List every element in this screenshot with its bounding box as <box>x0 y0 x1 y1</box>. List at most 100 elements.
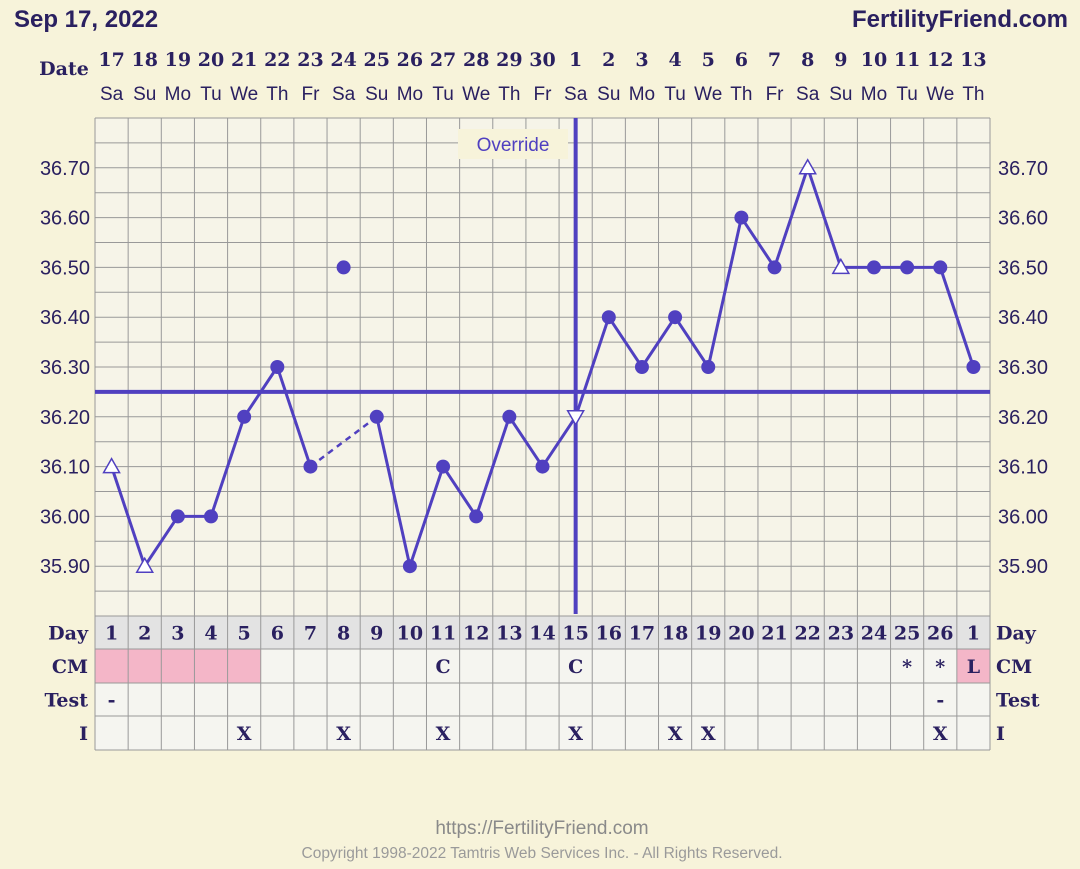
weekday-label: Fr <box>766 84 785 105</box>
cycle-day-cell: 17 <box>629 623 655 645</box>
weekday-label: Th <box>962 84 984 105</box>
intercourse-cell: X <box>568 723 583 745</box>
row-label-i-right: I <box>996 723 1005 745</box>
date-tick-label: 21 <box>231 49 257 71</box>
date-tick-label: 22 <box>264 49 290 71</box>
cycle-day-cell: 15 <box>562 623 588 645</box>
y-tick-label-right: 36.10 <box>998 457 1048 479</box>
date-tick-label: 26 <box>397 49 423 71</box>
cm-cell: C <box>435 656 450 678</box>
brand-name: FertilityFriend.com <box>852 6 1068 33</box>
cycle-day-cell: 6 <box>271 623 284 645</box>
temp-point-open-triangle <box>798 158 817 175</box>
date-tick-label: 25 <box>364 49 390 71</box>
footer-copyright: Copyright 1998-2022 Tamtris Web Services… <box>302 845 783 862</box>
cycle-day-cell: 8 <box>337 623 350 645</box>
cycle-day-cell: 2 <box>138 623 151 645</box>
cm-pink-cell <box>161 649 195 683</box>
intercourse-cell: X <box>336 723 351 745</box>
cycle-day-cell: 16 <box>596 623 622 645</box>
date-tick-label: 1 <box>569 49 582 71</box>
test-cell: - <box>936 690 944 712</box>
weekday-label: We <box>694 84 722 105</box>
header-date: Sep 17, 2022 <box>14 6 158 33</box>
temp-point <box>701 360 716 374</box>
weekday-label: Th <box>498 84 520 105</box>
cm-pink-cell <box>95 649 129 683</box>
date-label: Date <box>39 58 89 80</box>
temp-point <box>402 559 417 574</box>
weekday-label: Su <box>133 84 156 105</box>
cm-cell: * <box>935 656 945 678</box>
temp-point-open-triangle-down <box>566 410 585 427</box>
date-tick-label: 17 <box>98 49 124 71</box>
date-tick-label: 24 <box>330 49 356 71</box>
cycle-day-cell: 10 <box>397 623 423 645</box>
weekday-label: Mo <box>861 84 887 105</box>
row-label-i-left: I <box>79 723 88 745</box>
cm-cell: C <box>568 656 583 678</box>
date-tick-label: 29 <box>496 49 522 71</box>
intercourse-cell: X <box>237 723 252 745</box>
temp-point <box>866 260 881 275</box>
weekday-label: Mo <box>397 84 423 105</box>
cm-pink-cell <box>194 649 228 683</box>
weekday-label: Su <box>829 84 852 105</box>
temp-point <box>601 310 616 325</box>
date-tick-label: 9 <box>834 49 847 71</box>
temp-line-segment <box>541 415 577 468</box>
y-tick-label-left: 36.40 <box>40 307 90 329</box>
temp-line-segment <box>806 167 843 268</box>
date-tick-label: 23 <box>297 49 323 71</box>
temp-point <box>270 360 285 374</box>
date-tick-label: 20 <box>198 49 224 71</box>
date-tick-label: 28 <box>463 49 489 71</box>
temp-line-segment <box>706 217 743 368</box>
cycle-day-cell: 26 <box>927 623 953 645</box>
temp-point <box>436 459 451 474</box>
y-tick-label-right: 36.20 <box>998 407 1048 429</box>
temp-point <box>204 509 219 524</box>
weekday-label: Mo <box>165 84 191 105</box>
cycle-day-cell: 22 <box>794 623 820 645</box>
temp-line-segment <box>607 316 644 368</box>
cycle-day-cell: 11 <box>430 623 456 645</box>
intercourse-cell: X <box>701 723 716 745</box>
temp-line-segment <box>143 515 180 568</box>
row-label-day-right: Day <box>996 623 1037 645</box>
override-label: Override <box>477 135 550 156</box>
temp-point <box>535 459 550 474</box>
temp-line-segment <box>408 466 445 567</box>
y-tick-label-left: 36.20 <box>40 407 90 429</box>
temp-point <box>767 260 782 275</box>
date-tick-label: 3 <box>635 49 648 71</box>
temp-line-segment <box>242 366 279 418</box>
weekday-label: Tu <box>200 84 221 105</box>
date-tick-label: 2 <box>602 49 615 71</box>
date-tick-label: 12 <box>927 49 953 71</box>
cycle-day-cell: 1 <box>967 623 980 645</box>
temp-line-segment <box>574 316 611 418</box>
intercourse-cell: X <box>933 723 948 745</box>
weekday-label: We <box>230 84 258 105</box>
y-tick-label-right: 36.60 <box>998 208 1048 230</box>
temp-line-segment <box>673 316 710 368</box>
cycle-day-cell: 1 <box>105 623 118 645</box>
date-tick-label: 19 <box>165 49 191 71</box>
cycle-day-cell: 14 <box>529 623 555 645</box>
temp-point <box>469 509 484 524</box>
y-tick-label-right: 36.40 <box>998 307 1048 329</box>
cm-cell: * <box>902 656 912 678</box>
temp-point-open-triangle <box>831 257 851 275</box>
cycle-day-cell: 4 <box>204 623 217 645</box>
day-row-bg <box>95 616 990 649</box>
temp-point <box>900 260 915 275</box>
weekday-label: Tu <box>896 84 917 105</box>
weekday-label: We <box>926 84 954 105</box>
temp-line-segment <box>740 216 776 269</box>
cycle-day-cell: 5 <box>238 623 251 645</box>
temp-point <box>303 459 318 474</box>
cycle-day-cell: 9 <box>370 623 383 645</box>
cycle-day-cell: 12 <box>463 623 489 645</box>
temp-point <box>668 310 683 325</box>
